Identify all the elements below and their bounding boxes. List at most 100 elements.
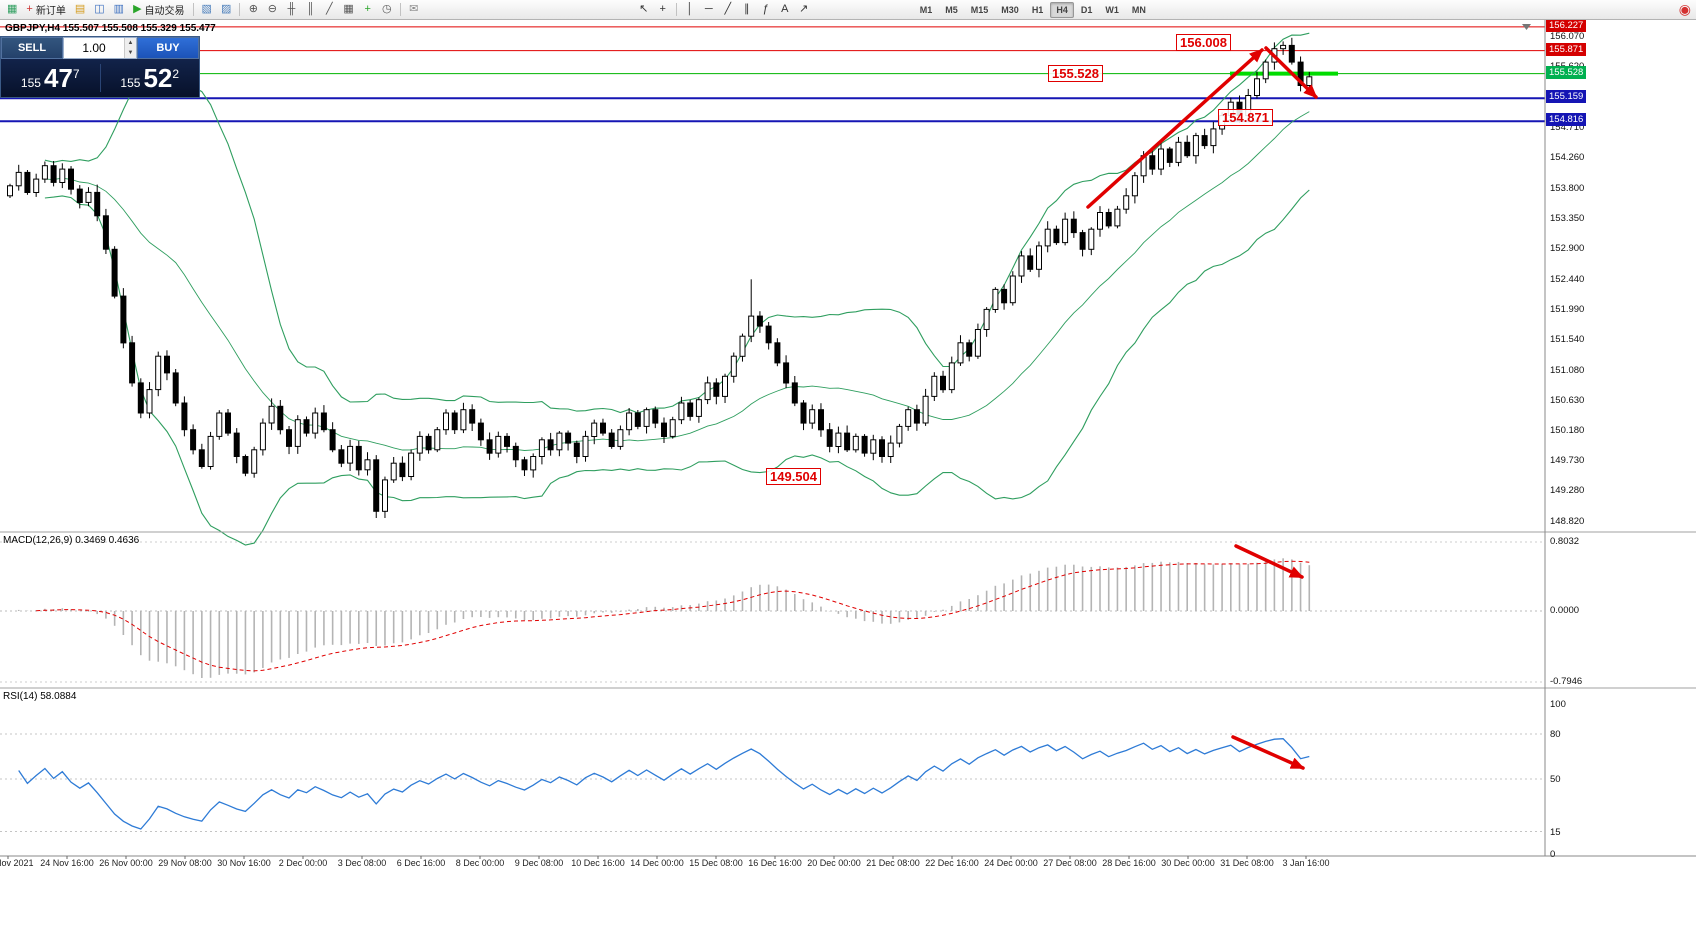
line-chart-icon[interactable]: ╱ — [320, 1, 338, 18]
crosshair-icon[interactable]: + — [654, 1, 672, 18]
arrows-icon[interactable]: ↗ — [795, 1, 813, 18]
indicators-icon[interactable]: + — [359, 1, 377, 18]
price-axis-label: 151.540 — [1550, 334, 1585, 346]
price-axis[interactable] — [1546, 20, 1696, 856]
price-axis-label: 149.280 — [1550, 485, 1585, 497]
candle-body — [591, 422, 598, 438]
candle-body — [1105, 212, 1112, 227]
candle-body — [390, 462, 397, 481]
candle-body — [940, 375, 946, 391]
timeframe-d1-button[interactable]: D1 — [1080, 4, 1093, 15]
candle-body — [1009, 275, 1016, 304]
candlestick-chart-icon[interactable]: ║ — [301, 1, 319, 18]
vertical-line-icon[interactable]: │ — [681, 1, 699, 18]
volume-down-button[interactable]: ▼ — [125, 48, 136, 58]
timeframe-m1-button[interactable]: M1 — [919, 4, 933, 15]
timeframe-h1-button[interactable]: H1 — [1031, 4, 1044, 15]
market-watch-icon[interactable]: ▤ — [71, 1, 89, 18]
rsi-axis-label: 15 — [1550, 826, 1561, 838]
timeframe-m15-button[interactable]: M15 — [970, 4, 989, 15]
periods-icon[interactable]: ◷ — [378, 1, 396, 18]
bid-price[interactable]: 155 47 7 — [1, 65, 100, 91]
candle-body — [652, 409, 659, 424]
trendline-icon[interactable]: ╱ — [719, 1, 737, 18]
mail-icon[interactable]: ✉ — [405, 1, 423, 18]
price-annotation[interactable]: 156.008 — [1176, 34, 1231, 51]
price-annotation[interactable]: 155.528 — [1048, 65, 1103, 82]
zoom-in-icon[interactable]: ⊕ — [244, 1, 262, 18]
candle-body — [460, 409, 467, 431]
candle-body — [1288, 44, 1295, 63]
mail-icon: ✉ — [409, 3, 419, 15]
ask-price[interactable]: 155 52 2 — [101, 65, 200, 91]
candle-body — [791, 382, 798, 404]
mql5-community-icon[interactable]: ◉ — [1678, 1, 1691, 17]
volume-field[interactable]: ▲ ▼ — [63, 37, 137, 59]
candle-body — [312, 412, 319, 434]
candle-body — [225, 412, 231, 434]
candle-body — [129, 342, 136, 384]
candle-body — [207, 435, 214, 467]
candle-body — [486, 439, 493, 454]
candle-body — [320, 412, 327, 431]
profiles-icon[interactable]: ▨ — [217, 1, 235, 18]
candle-body — [364, 459, 371, 471]
time-axis-label: 2 Dec 00:00 — [278, 858, 328, 868]
candle-body — [1306, 76, 1313, 87]
trend-arrow — [1231, 735, 1305, 770]
price-annotation[interactable]: 149.504 — [766, 468, 821, 485]
cursor-icon[interactable]: ↖ — [635, 1, 653, 18]
candle-body — [408, 452, 415, 478]
candle-body — [608, 432, 615, 448]
bar-chart-icon[interactable]: ╫ — [282, 1, 300, 18]
timeframe-w1-button[interactable]: W1 — [1105, 4, 1119, 15]
navigator-icon[interactable]: ▥ — [110, 1, 128, 18]
candle-body — [783, 362, 790, 384]
channel-icon[interactable]: ∥ — [738, 1, 756, 18]
fibonacci-icon: ƒ — [762, 3, 769, 15]
timeframe-h4-button[interactable]: H4 — [1050, 1, 1074, 18]
candle-body — [730, 355, 737, 377]
time-axis-label: 16 Dec 16:00 — [748, 858, 802, 868]
text-icon[interactable]: A — [776, 1, 794, 18]
auto-trading-button[interactable]: ▶ 自动交易 — [129, 1, 188, 18]
candle-body — [50, 165, 57, 183]
bid-prefix: 155 — [20, 76, 41, 90]
candle-body — [7, 185, 13, 197]
timeframe-m30-button[interactable]: M30 — [1001, 4, 1019, 15]
timeframe-m5-button[interactable]: M5 — [945, 4, 958, 15]
new-order-button[interactable]: + 新订单 — [22, 1, 69, 18]
candle-body — [259, 422, 266, 451]
candle-body — [835, 432, 842, 448]
price-line-label: 156.227 — [1546, 18, 1587, 32]
tile-windows-icon[interactable]: ▦ — [339, 1, 357, 18]
candle-body — [844, 432, 851, 451]
volume-input[interactable] — [64, 38, 124, 58]
bid-pips: 47 — [43, 63, 73, 93]
price-axis-label: 148.820 — [1550, 515, 1585, 527]
candle-body — [661, 422, 667, 438]
time-axis-label: 29 Nov 08:00 — [158, 858, 212, 868]
buy-button[interactable]: BUY — [137, 37, 199, 59]
new-chart-icon[interactable]: ▧ — [198, 1, 216, 18]
candle-body — [565, 432, 572, 444]
rsi-axis-label: 0 — [1550, 849, 1556, 860]
fibonacci-icon[interactable]: ƒ — [757, 1, 775, 18]
candle-body — [1018, 255, 1025, 277]
sell-button[interactable]: SELL — [1, 37, 63, 59]
candle-body — [294, 419, 301, 447]
horizontal-line-icon[interactable]: ─ — [700, 1, 718, 18]
trendline-icon: ╱ — [724, 3, 732, 15]
toolbar-separator — [399, 3, 401, 16]
charts-icon[interactable]: ▦ — [3, 1, 21, 18]
timeframe-mn-button[interactable]: MN — [1131, 4, 1146, 15]
volume-up-button[interactable]: ▲ — [125, 38, 136, 48]
zoom-out-icon[interactable]: ⊖ — [263, 1, 281, 18]
bollinger-upper-band — [44, 32, 1310, 414]
charts-icon: ▦ — [7, 3, 18, 15]
candle-body — [59, 168, 66, 184]
candle-body — [1254, 78, 1260, 97]
price-annotation[interactable]: 154.871 — [1218, 109, 1273, 126]
data-window-icon[interactable]: ◫ — [90, 1, 108, 18]
